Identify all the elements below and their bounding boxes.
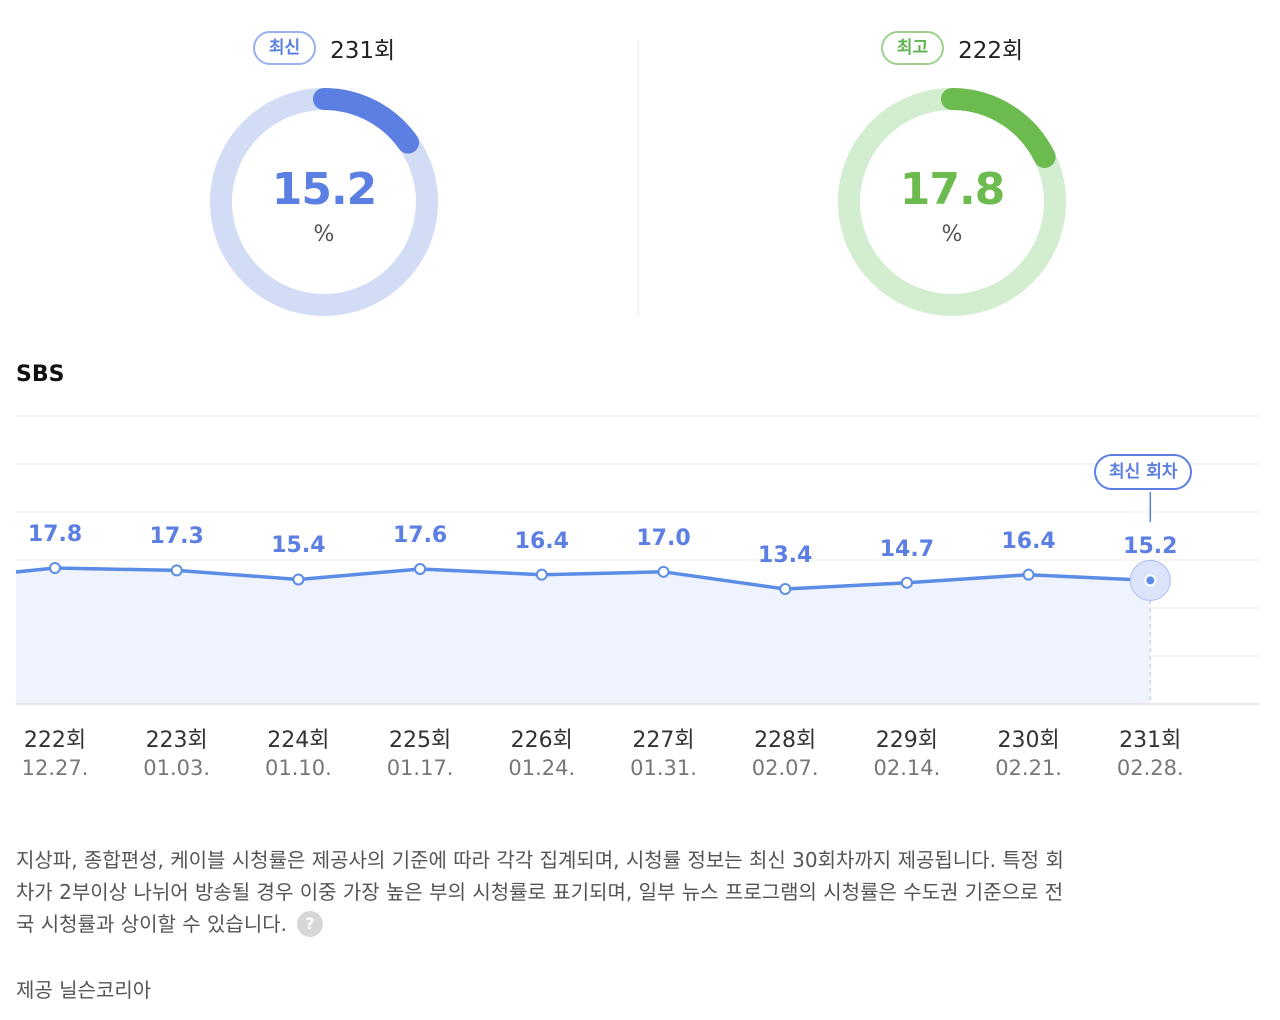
notice-line-3-text: 국 시청률과 상이할 수 있습니다.: [16, 912, 287, 936]
x-tick-date-229회: 02.14.: [873, 756, 941, 780]
best-donut-ring: [838, 88, 1066, 316]
latest-episode: 231회: [330, 38, 396, 64]
best-donut-arc: [941, 88, 1056, 168]
value-label-231회: 15.2: [1123, 534, 1178, 560]
latest-rating-card: 최신 231회 15.2 %: [114, 24, 534, 324]
notice-line-3: 국 시청률과 상이할 수 있습니다.?: [16, 908, 1256, 940]
data-provider: 제공 닐슨코리아: [16, 978, 152, 1002]
x-tick-episode-229회: 229회: [875, 728, 938, 753]
data-point-227회[interactable]: [657, 565, 670, 578]
help-icon[interactable]: ?: [297, 910, 323, 937]
best-episode: 222회: [958, 38, 1024, 64]
data-point-229회[interactable]: [900, 576, 913, 589]
data-point-223회[interactable]: [170, 564, 183, 577]
best-rating-unit: %: [941, 222, 963, 247]
x-tick-episode-224회: 224회: [267, 728, 330, 753]
summary-divider: [638, 40, 639, 316]
x-tick-episode-231회: 231회: [1119, 728, 1182, 753]
x-tick-date-222회: 12.27.: [21, 756, 89, 780]
x-tick-episode-227회: 227회: [632, 728, 695, 753]
x-tick-episode-223회: 223회: [145, 728, 208, 753]
x-tick-date-223회: 01.03.: [143, 756, 211, 780]
data-point-225회[interactable]: [414, 562, 427, 575]
x-tick-episode-222회: 222회: [23, 728, 87, 753]
rating-chart-canvas: [15, 415, 1260, 705]
rating-summary: 최신 231회 15.2 % 최고 222회 17.8 %: [0, 0, 1280, 330]
value-label-228회: 13.4: [758, 543, 813, 568]
best-badge: 최고: [880, 31, 945, 65]
x-tick-date-230회: 02.21.: [995, 756, 1062, 780]
notice-line-1: 지상파, 종합편성, 케이블 시청률은 제공사의 기준에 따라 각각 집계되며,…: [16, 848, 1064, 872]
value-label-227회: 17.0: [636, 525, 691, 551]
x-tick-episode-225회: 225회: [388, 728, 452, 753]
best-donut: 17.8 %: [838, 88, 1066, 316]
latest-donut: 15.2 %: [210, 88, 438, 316]
x-tick-date-231회: 02.28.: [1116, 756, 1184, 780]
data-point-230회[interactable]: [1022, 568, 1035, 581]
value-label-223회: 17.3: [149, 524, 204, 550]
data-point-226회[interactable]: [535, 568, 548, 581]
latest-donut-arc: [313, 88, 420, 154]
data-point-231회[interactable]: [1144, 574, 1157, 587]
value-label-229회: 14.7: [879, 536, 935, 562]
latest-rating-value: 15.2: [271, 164, 378, 215]
value-label-225회: 17.6: [392, 522, 448, 548]
data-point-224회[interactable]: [292, 573, 305, 586]
best-rating-value: 17.8: [899, 164, 1006, 215]
data-point-228회[interactable]: [779, 583, 792, 595]
latest-donut-ring: [210, 88, 438, 316]
x-tick-episode-228회: 228회: [754, 728, 817, 753]
value-label-230회: 16.4: [1001, 528, 1056, 554]
x-tick-date-228회: 02.07.: [751, 756, 819, 780]
rating-line-chart: 최신 회차 17.8 222회 12.27. 17.3 223회 01.03. 15.4 22…: [0, 400, 1280, 800]
notice-line-2: 차가 2부이상 나뉘어 방송될 경우 이중 가장 높은 부의 시청률로 표기되며…: [16, 880, 1064, 904]
latest-badge: 최신: [252, 31, 317, 65]
latest-episode-tag: 최신 회차: [1094, 454, 1193, 490]
value-label-226회: 16.4: [514, 528, 569, 554]
latest-rating-header: 최신 231회: [114, 28, 534, 68]
chart-area-fill: [16, 568, 1151, 704]
data-point-222회[interactable]: [49, 562, 61, 574]
x-tick-episode-226회: 226회: [510, 728, 573, 753]
value-label-224회: 15.4: [271, 533, 326, 559]
best-rating-card: 최고 222회 17.8 %: [742, 24, 1162, 324]
value-label-222회: 17.8: [27, 522, 83, 547]
rating-notice: 지상파, 종합편성, 케이블 시청률은 제공사의 기준에 따라 각각 집계되며,…: [16, 844, 1256, 940]
x-tick-date-226회: 01.24.: [508, 756, 576, 780]
x-tick-date-224회: 01.10.: [264, 756, 332, 780]
channel-title: SBS: [16, 362, 65, 387]
best-rating-header: 최고 222회: [742, 28, 1162, 68]
x-tick-episode-230회: 230회: [997, 728, 1060, 753]
x-tick-date-227회: 01.31.: [630, 756, 697, 780]
x-tick-date-225회: 01.17.: [386, 756, 454, 780]
latest-rating-unit: %: [313, 222, 335, 247]
